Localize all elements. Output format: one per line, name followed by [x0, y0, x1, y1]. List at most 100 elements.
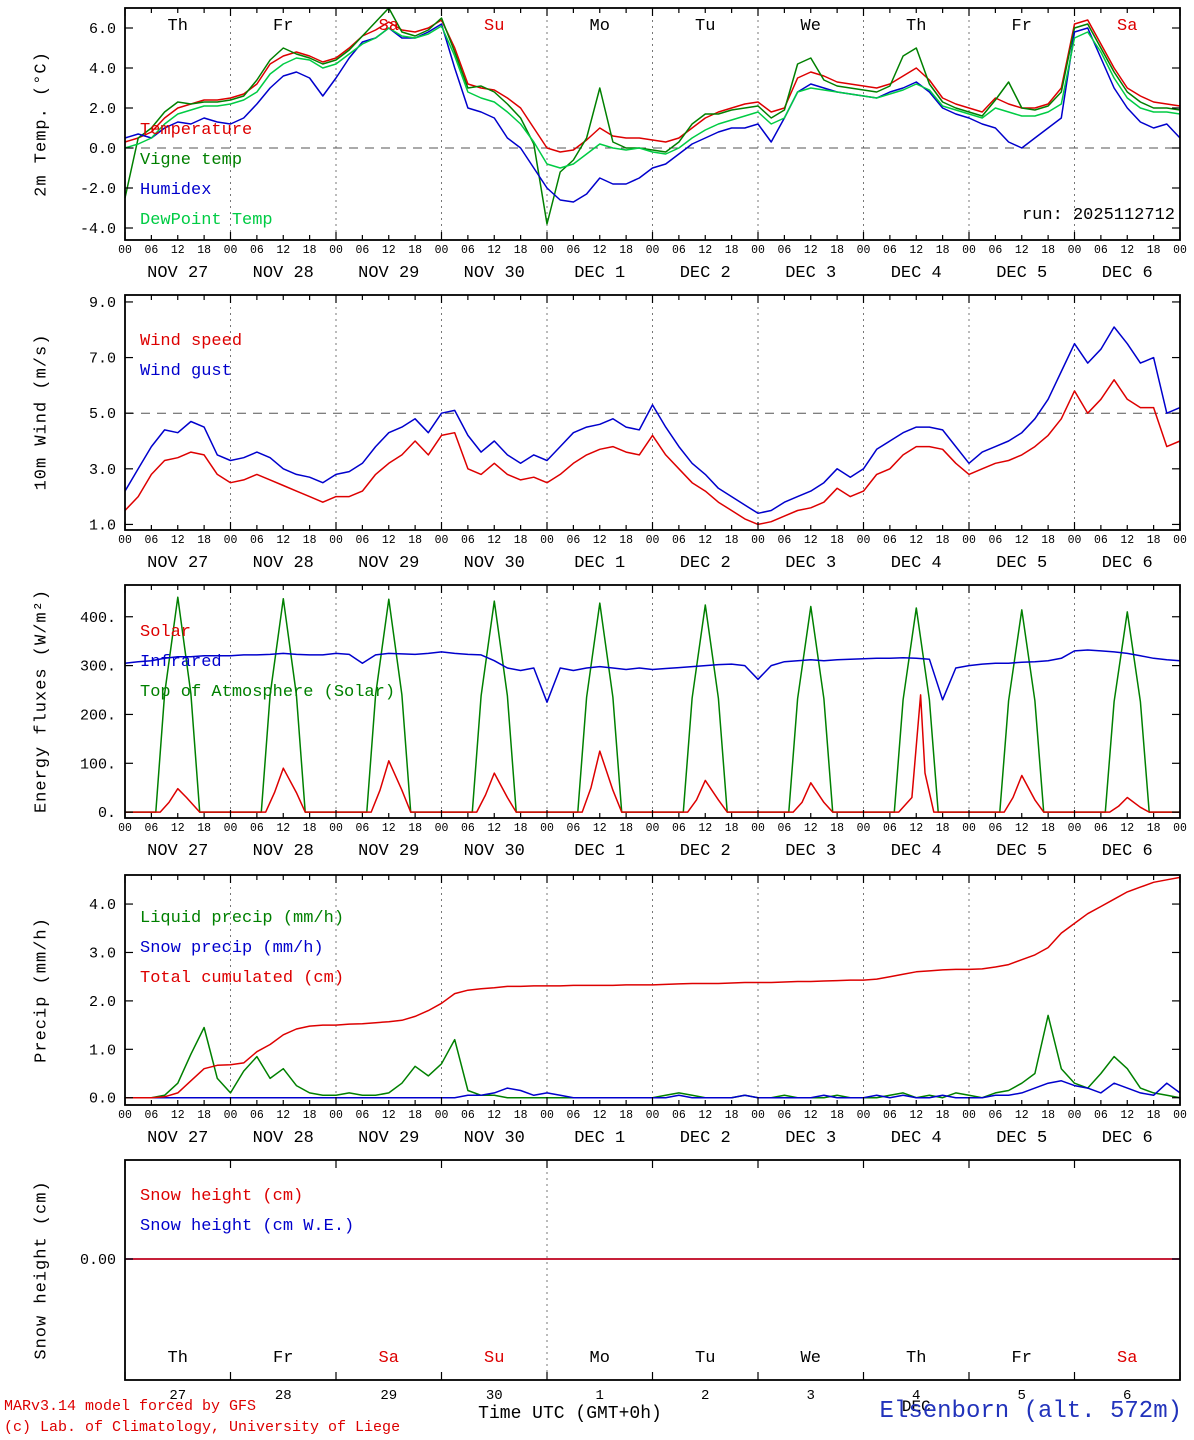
svg-text:0.0: 0.0	[89, 141, 116, 158]
svg-text:00: 00	[329, 1109, 343, 1122]
legend-humidex: Humidex	[140, 181, 212, 200]
svg-text:18: 18	[303, 1109, 317, 1122]
svg-text:18: 18	[303, 244, 317, 257]
svg-text:NOV 28: NOV 28	[253, 554, 314, 573]
svg-text:DEC 2: DEC 2	[680, 1129, 731, 1148]
svg-text:2.0: 2.0	[89, 101, 116, 118]
svg-text:06: 06	[988, 1109, 1002, 1122]
svg-text:18: 18	[408, 244, 422, 257]
svg-text:NOV 27: NOV 27	[147, 554, 208, 573]
snow-height-panel-chart: 0.00 Th 27 Fr 28 Sa 29 Su 30 Mo 1 Tu 2 We 3 Th 4 Fr 5 Sa 6 DE…	[80, 1159, 1181, 1416]
svg-text:06: 06	[355, 244, 369, 257]
legend-top-of-atmosphere: Top of Atmosphere (Solar)	[140, 683, 396, 702]
legend-infrared: Infrared	[140, 653, 222, 672]
svg-text:NOV 28: NOV 28	[253, 1129, 314, 1148]
svg-text:Sa: Sa	[379, 17, 399, 36]
svg-text:12: 12	[909, 534, 923, 547]
legend-solar: Solar	[140, 623, 192, 642]
svg-text:18: 18	[725, 244, 739, 257]
svg-text:12: 12	[276, 244, 290, 257]
svg-text:DEC 6: DEC 6	[1102, 264, 1153, 283]
svg-text:06: 06	[566, 822, 580, 835]
svg-text:DEC 1: DEC 1	[574, 264, 625, 283]
legend-dewpoint-temp: DewPoint Temp	[140, 211, 273, 230]
svg-text:1: 1	[596, 1388, 604, 1404]
svg-text:12: 12	[171, 244, 185, 257]
svg-text:DEC 4: DEC 4	[891, 554, 942, 573]
svg-text:18: 18	[619, 534, 633, 547]
svg-text:00: 00	[1068, 822, 1082, 835]
svg-text:0.: 0.	[98, 805, 116, 822]
svg-text:06: 06	[461, 534, 475, 547]
svg-text:NOV 27: NOV 27	[147, 264, 208, 283]
svg-text:00: 00	[962, 244, 976, 257]
svg-text:DEC 2: DEC 2	[680, 842, 731, 861]
svg-text:0.0: 0.0	[89, 1091, 116, 1108]
svg-text:06: 06	[672, 534, 686, 547]
svg-text:18: 18	[514, 244, 528, 257]
svg-text:400.: 400.	[80, 610, 116, 627]
legend-snow-height: Snow height (cm)	[140, 1187, 304, 1206]
svg-text:3: 3	[807, 1388, 815, 1404]
svg-text:00: 00	[540, 244, 554, 257]
svg-text:NOV 28: NOV 28	[253, 842, 314, 861]
svg-text:18: 18	[1041, 244, 1055, 257]
svg-text:0.00: 0.00	[80, 1252, 116, 1269]
svg-text:NOV 29: NOV 29	[358, 264, 419, 283]
svg-text:18: 18	[1041, 1109, 1055, 1122]
legend-wind-gust: Wind gust	[140, 362, 232, 381]
svg-text:06: 06	[1094, 534, 1108, 547]
precip-panel-chart: 00 06 12 18 00 06 12 18 00 06 12 18 00 06 12 18 00 06 12 18…	[89, 874, 1187, 1148]
svg-text:18: 18	[514, 822, 528, 835]
svg-text:Mo: Mo	[590, 17, 610, 36]
svg-text:28: 28	[275, 1388, 292, 1404]
svg-text:00: 00	[435, 534, 449, 547]
svg-text:18: 18	[197, 822, 211, 835]
temperature-legend: Temperature Vigne temp Humidex DewPoint …	[140, 116, 273, 236]
svg-text:00: 00	[962, 822, 976, 835]
svg-text:00: 00	[224, 822, 238, 835]
svg-text:06: 06	[250, 1109, 264, 1122]
svg-text:-4.0: -4.0	[80, 221, 116, 238]
svg-text:18: 18	[197, 1109, 211, 1122]
svg-text:Th: Th	[168, 1349, 188, 1368]
svg-text:18: 18	[197, 244, 211, 257]
wind-panel-chart: 00 06 12 18 00 06 12 18 00 06 12 18 00 06 12 18 00 06 12 18…	[89, 294, 1187, 573]
svg-text:We: We	[801, 17, 821, 36]
svg-text:Fr: Fr	[1012, 17, 1032, 36]
svg-text:00: 00	[329, 534, 343, 547]
svg-text:Su: Su	[484, 1349, 504, 1368]
legend-temperature: Temperature	[140, 121, 253, 140]
svg-text:Tu: Tu	[695, 17, 715, 36]
svg-text:Fr: Fr	[273, 1349, 293, 1368]
legend-liquid-precip: Liquid precip (mm/h)	[140, 909, 345, 928]
svg-text:00: 00	[962, 534, 976, 547]
svg-text:06: 06	[355, 534, 369, 547]
svg-text:DEC 3: DEC 3	[785, 842, 836, 861]
svg-text:18: 18	[1147, 244, 1161, 257]
svg-text:DEC 5: DEC 5	[996, 554, 1047, 573]
svg-text:00: 00	[540, 822, 554, 835]
svg-text:4.0: 4.0	[89, 897, 116, 914]
svg-text:06: 06	[250, 534, 264, 547]
svg-text:4: 4	[912, 1388, 920, 1404]
svg-text:00: 00	[118, 1109, 132, 1122]
svg-text:18: 18	[514, 534, 528, 547]
svg-text:12: 12	[487, 534, 501, 547]
svg-text:12: 12	[909, 1109, 923, 1122]
svg-text:12: 12	[382, 1109, 396, 1122]
svg-text:9.0: 9.0	[89, 295, 116, 312]
svg-text:18: 18	[830, 1109, 844, 1122]
svg-text:12: 12	[698, 1109, 712, 1122]
svg-text:06: 06	[144, 822, 158, 835]
svg-text:00: 00	[224, 534, 238, 547]
svg-text:06: 06	[1094, 244, 1108, 257]
svg-text:12: 12	[171, 822, 185, 835]
svg-text:00: 00	[857, 244, 871, 257]
svg-text:18: 18	[725, 1109, 739, 1122]
svg-text:300.: 300.	[80, 659, 116, 676]
svg-text:18: 18	[619, 244, 633, 257]
svg-text:06: 06	[461, 822, 475, 835]
svg-text:12: 12	[382, 822, 396, 835]
svg-text:NOV 30: NOV 30	[464, 554, 525, 573]
